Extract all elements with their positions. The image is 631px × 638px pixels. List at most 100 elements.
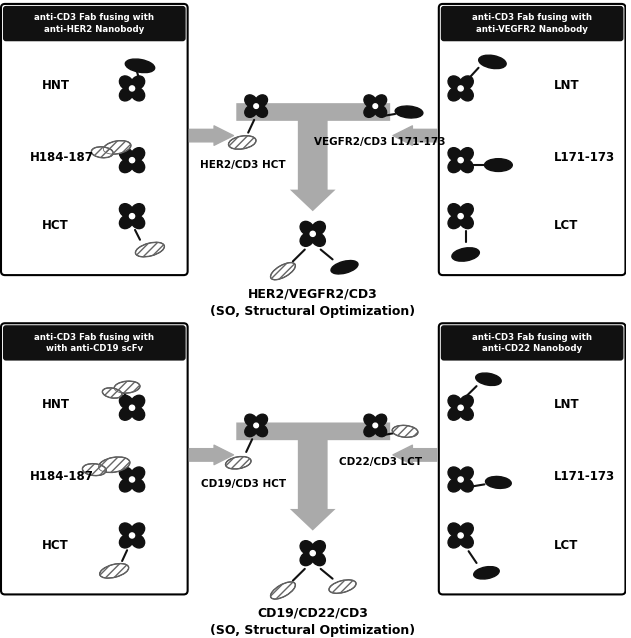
Ellipse shape xyxy=(100,563,129,578)
FancyBboxPatch shape xyxy=(1,323,187,595)
Ellipse shape xyxy=(448,535,462,548)
Circle shape xyxy=(454,528,468,542)
Circle shape xyxy=(254,104,259,108)
Circle shape xyxy=(458,405,463,410)
Ellipse shape xyxy=(225,457,251,469)
Ellipse shape xyxy=(374,95,387,107)
Ellipse shape xyxy=(364,105,376,117)
Ellipse shape xyxy=(448,76,462,89)
Circle shape xyxy=(250,419,262,432)
Circle shape xyxy=(125,473,139,487)
Text: HER2/VEGFR2/CD3
(SO, Structural Optimization): HER2/VEGFR2/CD3 (SO, Structural Optimiza… xyxy=(210,288,415,318)
Ellipse shape xyxy=(131,147,144,161)
FancyBboxPatch shape xyxy=(439,4,625,275)
Circle shape xyxy=(125,153,139,167)
Circle shape xyxy=(125,82,139,96)
Text: anti-CD3 Fab fusing with
anti-VEGFR2 Nanobody: anti-CD3 Fab fusing with anti-VEGFR2 Nan… xyxy=(472,13,592,34)
FancyBboxPatch shape xyxy=(3,325,186,360)
Ellipse shape xyxy=(131,523,144,537)
Ellipse shape xyxy=(103,140,131,154)
Text: LCT: LCT xyxy=(554,219,579,232)
Ellipse shape xyxy=(395,106,423,118)
Circle shape xyxy=(129,158,134,163)
Ellipse shape xyxy=(271,582,295,599)
Ellipse shape xyxy=(119,467,133,480)
Ellipse shape xyxy=(300,552,314,566)
Ellipse shape xyxy=(448,467,462,480)
Ellipse shape xyxy=(131,396,144,409)
Ellipse shape xyxy=(300,221,314,235)
Ellipse shape xyxy=(485,159,512,172)
Ellipse shape xyxy=(119,76,133,89)
Ellipse shape xyxy=(131,467,144,480)
Circle shape xyxy=(369,100,382,112)
Circle shape xyxy=(454,153,468,167)
Circle shape xyxy=(454,82,468,96)
Text: CD22/CD3 LCT: CD22/CD3 LCT xyxy=(339,457,422,467)
Text: anti-CD3 Fab fusing with
anti-HER2 Nanobody: anti-CD3 Fab fusing with anti-HER2 Nanob… xyxy=(34,13,155,34)
Ellipse shape xyxy=(131,87,144,101)
Ellipse shape xyxy=(448,396,462,409)
Ellipse shape xyxy=(245,105,257,117)
Ellipse shape xyxy=(98,457,130,473)
Circle shape xyxy=(454,473,468,487)
Ellipse shape xyxy=(131,159,144,173)
Ellipse shape xyxy=(448,523,462,537)
Ellipse shape xyxy=(300,540,314,554)
Ellipse shape xyxy=(459,478,473,492)
Ellipse shape xyxy=(459,76,473,89)
Ellipse shape xyxy=(459,396,473,409)
Circle shape xyxy=(254,423,259,427)
Circle shape xyxy=(458,214,463,219)
Text: VEGFR2/CD3 L171-173: VEGFR2/CD3 L171-173 xyxy=(314,137,446,147)
Ellipse shape xyxy=(374,105,387,117)
FancyArrowPatch shape xyxy=(393,445,437,464)
Ellipse shape xyxy=(119,87,133,101)
Ellipse shape xyxy=(448,147,462,161)
Circle shape xyxy=(458,158,463,163)
Ellipse shape xyxy=(474,567,499,579)
Ellipse shape xyxy=(485,477,511,489)
Ellipse shape xyxy=(256,414,268,426)
Circle shape xyxy=(250,100,262,112)
Ellipse shape xyxy=(312,233,326,246)
Ellipse shape xyxy=(131,204,144,217)
Ellipse shape xyxy=(476,373,501,385)
Ellipse shape xyxy=(374,414,387,426)
Circle shape xyxy=(373,423,377,427)
FancyArrowPatch shape xyxy=(189,445,233,464)
Ellipse shape xyxy=(91,147,113,158)
Ellipse shape xyxy=(245,95,257,107)
Ellipse shape xyxy=(271,263,295,279)
Ellipse shape xyxy=(448,478,462,492)
Ellipse shape xyxy=(364,414,376,426)
Ellipse shape xyxy=(459,215,473,228)
Ellipse shape xyxy=(131,215,144,228)
Ellipse shape xyxy=(114,381,140,393)
Ellipse shape xyxy=(392,426,418,437)
Polygon shape xyxy=(236,422,390,531)
Ellipse shape xyxy=(459,523,473,537)
Ellipse shape xyxy=(312,221,326,235)
FancyBboxPatch shape xyxy=(441,6,623,41)
Circle shape xyxy=(458,86,463,91)
Ellipse shape xyxy=(459,159,473,173)
Circle shape xyxy=(125,528,139,542)
Ellipse shape xyxy=(459,535,473,548)
Ellipse shape xyxy=(119,215,133,228)
Text: LNT: LNT xyxy=(554,79,580,92)
Ellipse shape xyxy=(329,580,356,593)
FancyArrowPatch shape xyxy=(393,126,437,145)
Circle shape xyxy=(458,477,463,482)
Text: HNT: HNT xyxy=(42,398,69,412)
Circle shape xyxy=(125,209,139,223)
FancyArrowPatch shape xyxy=(189,126,233,145)
FancyBboxPatch shape xyxy=(3,6,186,41)
Text: HNT: HNT xyxy=(42,79,69,92)
Circle shape xyxy=(310,232,316,237)
Text: LCT: LCT xyxy=(554,539,579,552)
Text: CD19/CD22/CD3
(SO, Structural Optimization): CD19/CD22/CD3 (SO, Structural Optimizati… xyxy=(210,607,415,637)
Circle shape xyxy=(129,477,134,482)
Ellipse shape xyxy=(119,147,133,161)
Ellipse shape xyxy=(131,535,144,548)
